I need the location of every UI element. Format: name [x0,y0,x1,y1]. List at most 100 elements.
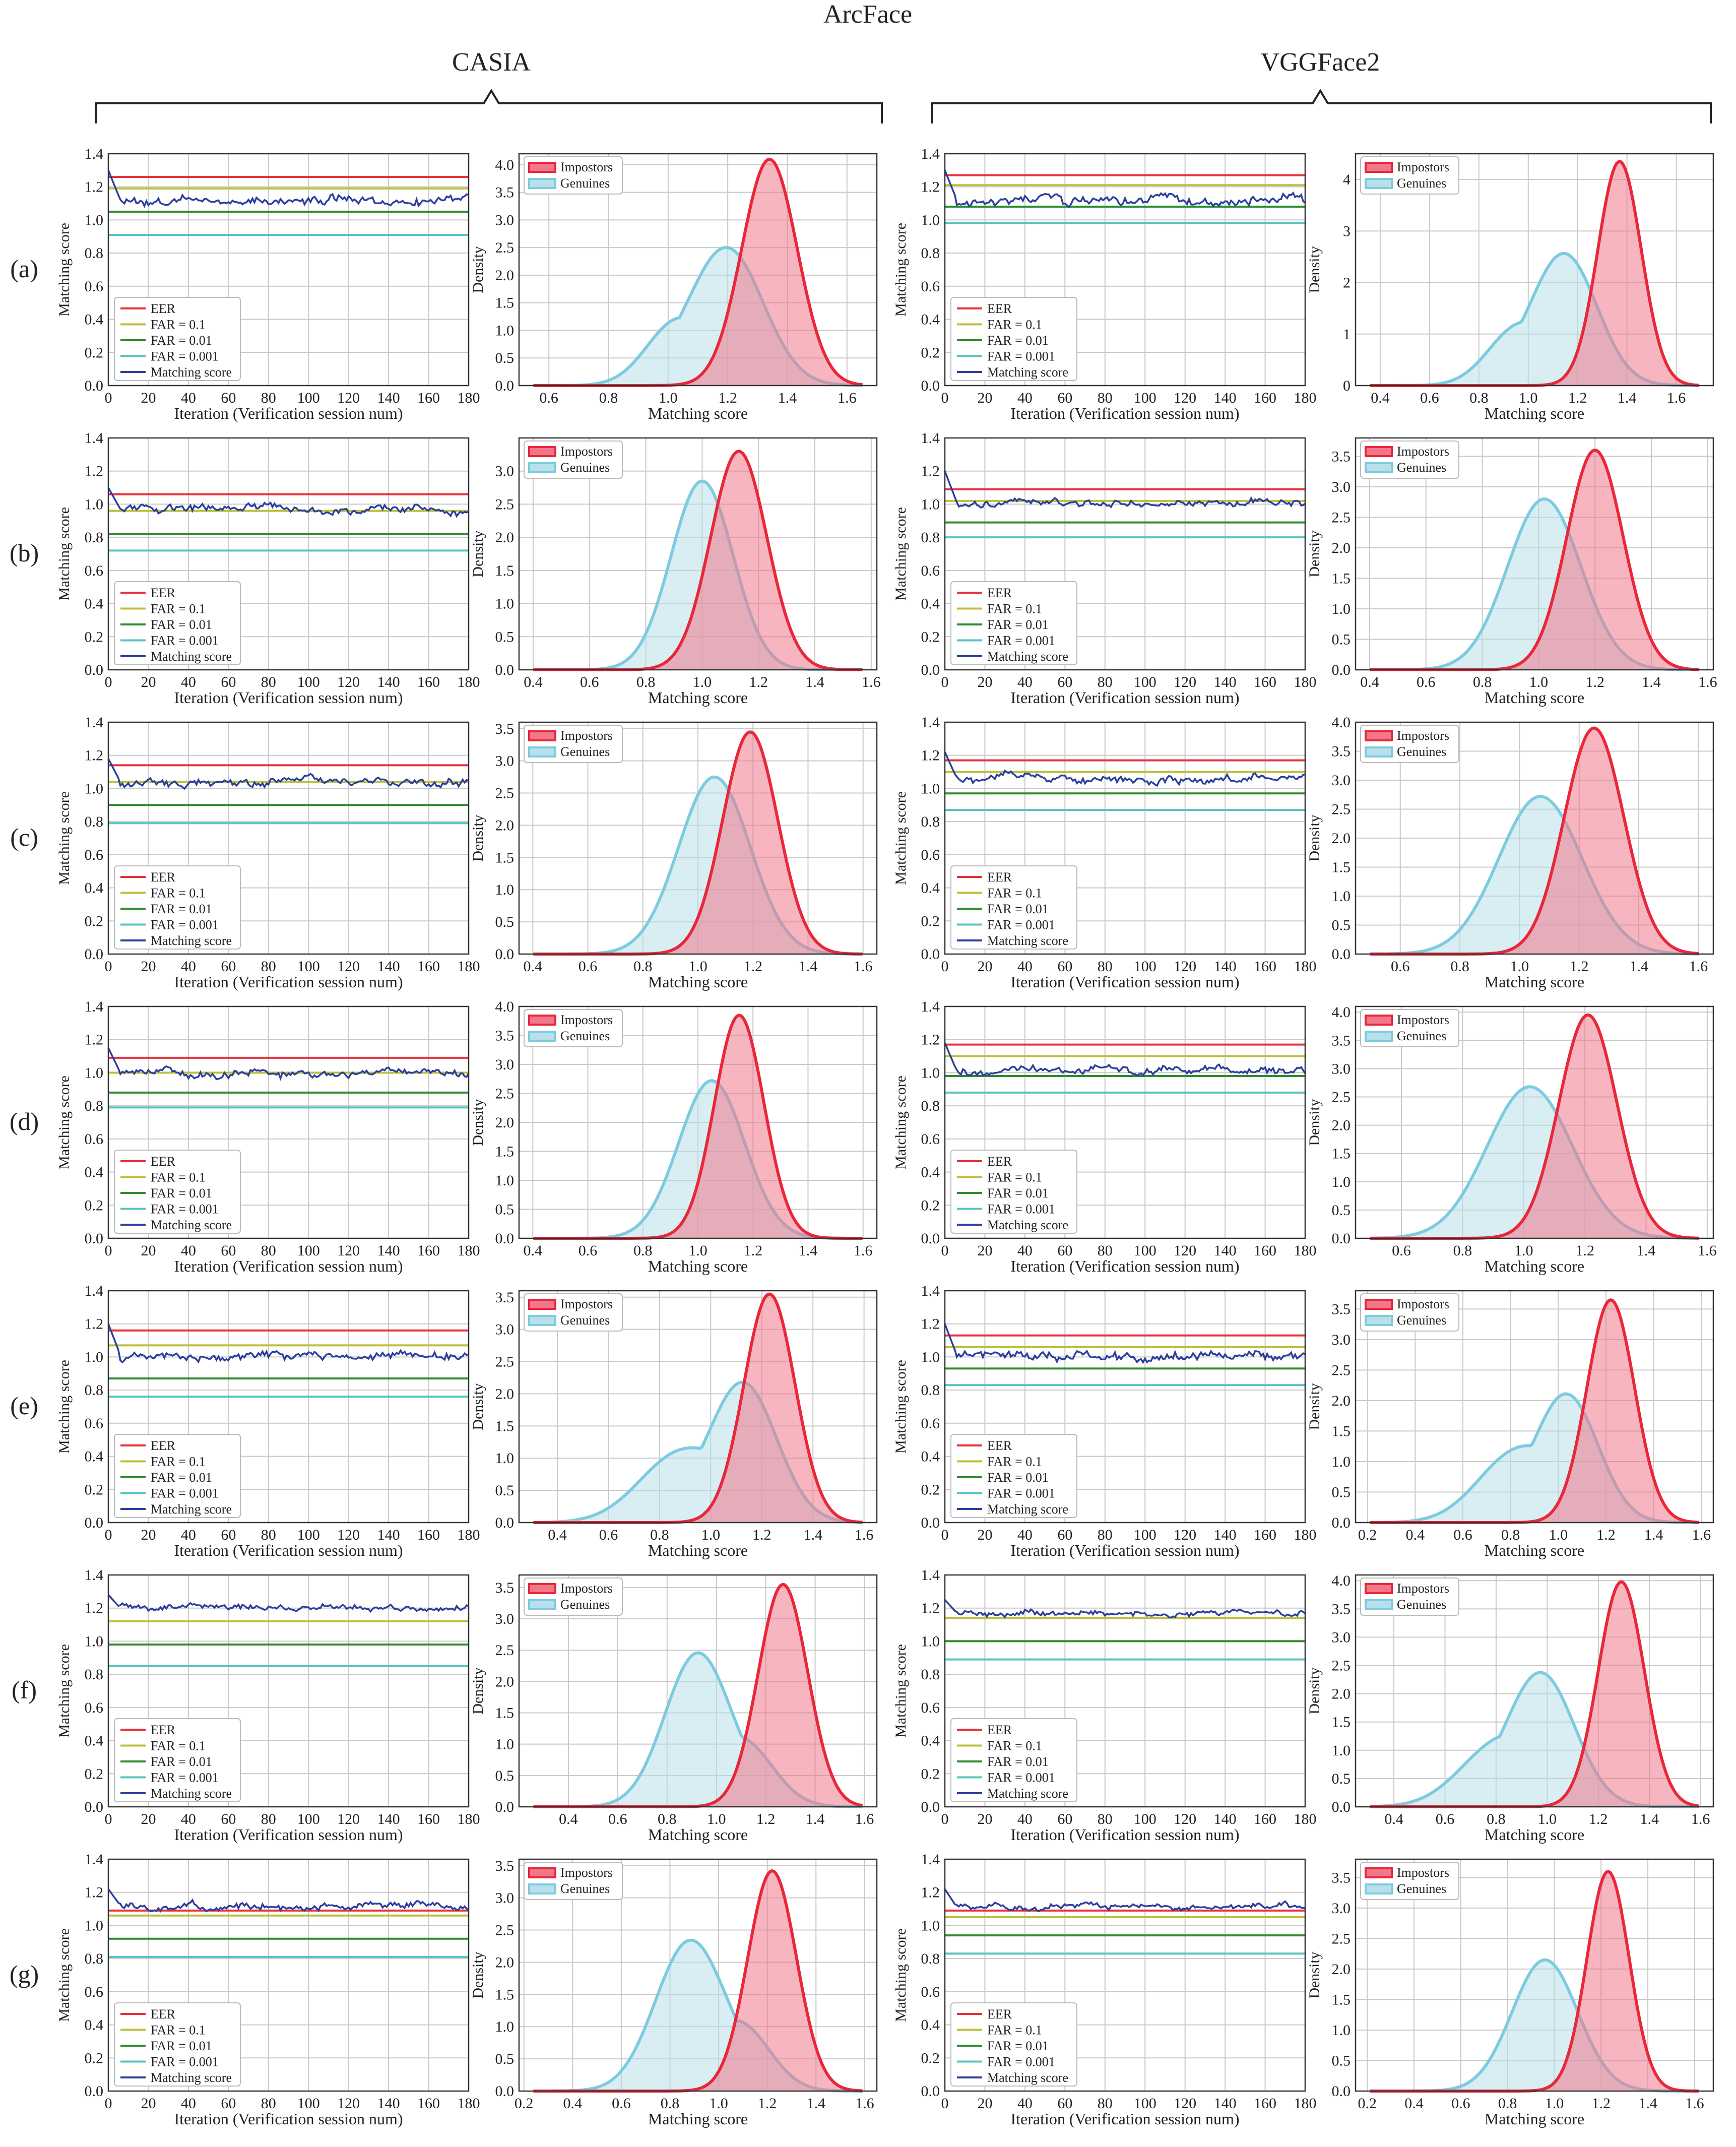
legend-label: Matching score [987,1502,1068,1517]
y-tick-label: 0.0 [495,662,515,678]
x-tick-label: 20 [141,674,156,690]
legend-label: FAR = 0.1 [151,318,206,332]
x-tick-label: 0.4 [1371,390,1390,406]
x-tick-label: 160 [1254,1527,1276,1543]
matching-score-panel: 0 20 40 60 80 100 120 140 160 180 0.0 0.2 0.4 0.6 0.8 1… [892,714,1317,991]
legend-box [950,1150,1077,1234]
y-tick-label: 0.4 [921,2017,940,2034]
x-tick-label: 0.8 [1469,390,1489,406]
y-tick-label: 3.0 [495,1890,515,1907]
y-tick-label: 2.5 [495,785,515,802]
y-tick-label: 0.8 [85,1382,104,1399]
genuines-density-area [1370,1672,1699,1807]
legend-box [114,2002,241,2087]
y-tick-label: 0.6 [85,278,104,295]
y-tick-label: 1.5 [495,1705,515,1722]
plot-frame [944,1858,1306,2092]
legend-label: Matching score [987,1218,1068,1232]
y-tick-label: 2.0 [495,267,515,284]
x-tick-label: 0.6 [580,674,599,690]
y-tick-label: 3.0 [1332,1060,1351,1077]
x-tick-label: 1.0 [1529,674,1549,690]
x-tick-label: 80 [261,1242,276,1259]
y-axis-label: Matching score [892,1928,909,2022]
x-tick-label: 80 [1098,2095,1113,2112]
y-axis-label: Matching score [892,223,909,317]
x-tick-label: 60 [221,1527,236,1543]
y-tick-label: 4.0 [1332,1572,1351,1589]
legend-label: FAR = 0.001 [151,918,219,932]
legend-swatch [1365,178,1393,189]
legend-swatch [1365,1883,1393,1895]
density-panel: 0.4 0.6 0.8 1.0 1.2 1.4 1.6 0 1 2 3 4 Matching score… [1306,153,1714,422]
plot-frame [107,721,470,955]
x-tick-label: 140 [1214,1811,1237,1827]
x-tick-label: 140 [1214,390,1237,406]
x-tick-label: 60 [221,674,236,690]
x-tick-label: 80 [261,390,276,406]
x-tick-label: 0.8 [633,958,653,975]
x-axis-label: Matching score [648,1257,748,1275]
legend-label: FAR = 0.1 [987,1739,1042,1753]
x-tick-label: 80 [261,674,276,690]
x-tick-label: 120 [1174,390,1196,406]
x-tick-label: 60 [1057,1811,1072,1827]
x-axis-label: Matching score [1485,1825,1584,1844]
x-tick-label: 0 [941,674,949,690]
y-axis-label: Density [1306,1383,1323,1430]
y-tick-label: 0.4 [85,1733,104,1749]
matching-score-line [944,170,1306,209]
y-tick-label: 0.0 [1332,1799,1351,1815]
x-tick-label: 180 [458,2095,480,2112]
legend-label: FAR = 0.1 [151,1739,206,1753]
y-tick-label: 0.8 [921,813,940,830]
x-tick-label: 20 [977,1811,992,1827]
legend-label: FAR = 0.01 [987,902,1049,916]
y-tick-label: 0.6 [85,562,104,579]
x-tick-label: 180 [1294,1242,1317,1259]
impostors-density-area [533,1871,863,2091]
y-axis-label: Matching score [892,1644,909,1738]
plot-frame [1355,437,1714,671]
legend-label: Matching score [151,1502,232,1517]
x-tick-label: 180 [458,1527,480,1543]
y-tick-label: 2.0 [1332,1686,1351,1702]
x-tick-label: 180 [1294,958,1317,975]
legend-label: FAR = 0.001 [151,349,219,364]
y-tick-label: 0.8 [85,1950,104,1967]
x-tick-label: 100 [1134,390,1156,406]
x-tick-label: 1.6 [1698,674,1717,690]
group-brace-vggface2 [931,89,1712,123]
plot-frame [944,437,1306,671]
x-tick-label: 1.0 [1514,1242,1533,1259]
x-tick-label: 40 [1017,2095,1033,2112]
x-tick-label: 0.8 [650,1527,669,1543]
y-tick-label: 1.0 [495,2018,515,2035]
x-tick-label: 1.4 [805,674,824,690]
y-tick-label: 1.0 [495,596,515,612]
x-tick-label: 80 [261,1527,276,1543]
y-tick-label: 3.5 [495,184,515,201]
y-tick-label: 2.0 [1332,830,1351,847]
y-tick-label: 1.0 [921,212,940,228]
y-tick-label: 0.4 [921,311,940,328]
y-tick-label: 2.0 [495,817,515,834]
y-tick-label: 2.5 [1332,1930,1351,1947]
legend-label: Genuines [1397,1313,1446,1328]
x-tick-label: 0.6 [578,958,598,975]
plot-frame [107,437,470,671]
y-tick-label: 2.0 [495,1385,515,1402]
y-tick-label: 1.0 [1332,601,1351,617]
y-tick-label: 1.4 [921,998,940,1015]
y-tick-label: 3.5 [495,721,515,737]
x-tick-label: 80 [1098,1527,1113,1543]
y-tick-label: 1.0 [1332,888,1351,905]
y-tick-label: 3.5 [1332,1032,1351,1049]
x-axis-label: Iteration (Verification session num) [174,2110,403,2128]
x-tick-label: 0.2 [515,2095,534,2112]
y-tick-label: 0.5 [1332,917,1351,934]
legend-swatch [528,462,556,473]
x-tick-label: 0.8 [661,2095,680,2112]
y-tick-label: 1.5 [495,295,515,311]
legend-swatch [1365,746,1393,757]
